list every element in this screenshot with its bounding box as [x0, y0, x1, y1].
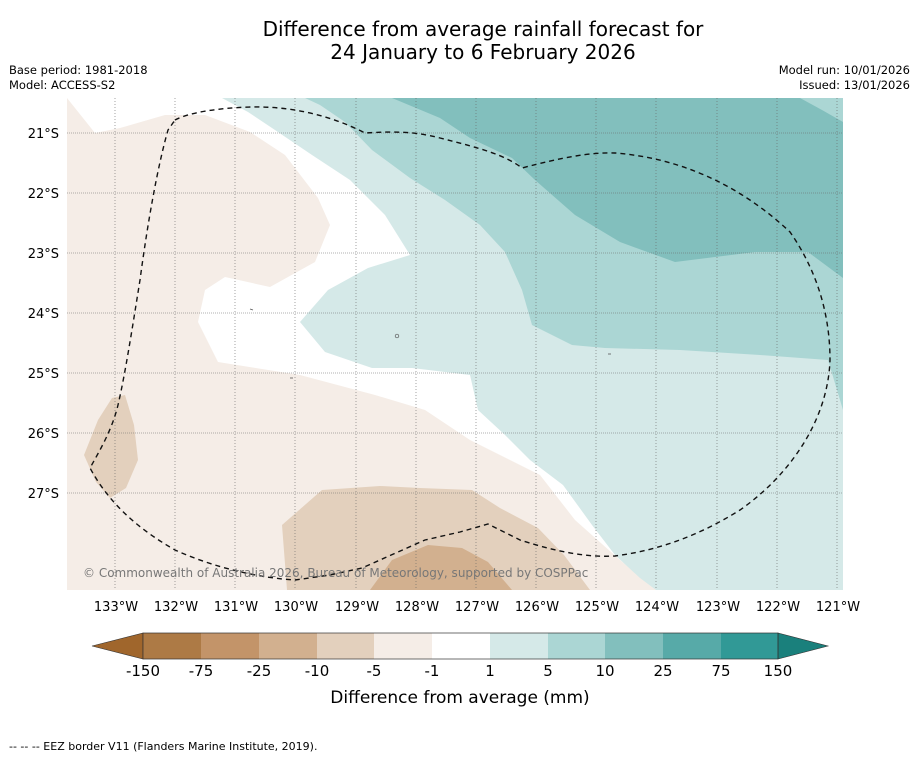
- lat-labels: 21°S 22°S 23°S 24°S 25°S 26°S 27°S: [28, 127, 59, 502]
- legend-label: -10: [305, 662, 330, 680]
- map-title: Difference from average rainfall forecas…: [0, 18, 919, 64]
- base-period: Base period: 1981-2018: [9, 63, 148, 77]
- legend-swatch: [432, 633, 490, 659]
- contour-speck: [249, 308, 254, 311]
- legend-label: -25: [247, 662, 272, 680]
- issued-date: Issued: 13/01/2026: [799, 78, 910, 92]
- band-wet-10-25: [392, 98, 843, 278]
- legend-label: -75: [189, 662, 214, 680]
- lon-label: 129°W: [335, 600, 379, 615]
- lat-label: 24°S: [28, 307, 59, 322]
- lon-gridlines: [114, 98, 838, 590]
- lat-label: 25°S: [28, 367, 59, 382]
- lon-label: 122°W: [756, 600, 800, 615]
- band-dry-10-25: [370, 545, 512, 590]
- rainfall-map: © Commonwealth of Australia 2026, Bureau…: [67, 98, 843, 590]
- legend-label: 25: [653, 662, 672, 680]
- title-line-2: 24 January to 6 February 2026: [330, 40, 636, 64]
- legend-swatch: [605, 633, 663, 659]
- legend-label: 150: [764, 662, 793, 680]
- legend-label: -5: [367, 662, 382, 680]
- lon-label: 123°W: [696, 600, 740, 615]
- eez-footnote: -- -- -- EEZ border V11 (Flanders Marine…: [9, 740, 318, 753]
- lon-label: 132°W: [154, 600, 198, 615]
- lon-label: 128°W: [395, 600, 439, 615]
- legend-colorbar: [91, 632, 830, 660]
- legend-label: 75: [711, 662, 730, 680]
- legend-swatch: [143, 633, 201, 659]
- lon-label: 131°W: [214, 600, 258, 615]
- legend-swatch: [721, 633, 778, 659]
- legend-label: 1: [485, 662, 495, 680]
- copyright-notice: © Commonwealth of Australia 2026, Bureau…: [83, 566, 588, 580]
- legend-label: -150: [126, 662, 160, 680]
- lat-label: 27°S: [28, 487, 59, 502]
- legend-swatch: [663, 633, 721, 659]
- lat-gridlines: [67, 132, 843, 494]
- band-dry-west: [84, 395, 138, 498]
- eez-border: [89, 106, 831, 581]
- lat-label: 23°S: [28, 247, 59, 262]
- lon-label: 127°W: [455, 600, 499, 615]
- model-info: Base period: 1981-2018 Model: ACCESS-S2: [9, 63, 148, 93]
- legend-swatch: [548, 633, 605, 659]
- legend-label: 5: [543, 662, 553, 680]
- band-corner: [800, 98, 843, 122]
- model-name: Model: ACCESS-S2: [9, 78, 116, 92]
- legend-swatch: [201, 633, 259, 659]
- run-info: Model run: 10/01/2026 Issued: 13/01/2026: [779, 63, 910, 93]
- legend-label: -1: [425, 662, 440, 680]
- lat-label: 26°S: [28, 427, 59, 442]
- legend-swatch: [317, 633, 374, 659]
- legend-swatch: [490, 633, 548, 659]
- title-line-1: Difference from average rainfall forecas…: [262, 17, 704, 41]
- legend-labels: -150 -75 -25 -10 -5 -1 1 5 10 25 75 150: [126, 662, 792, 680]
- lon-label: 124°W: [635, 600, 679, 615]
- lon-label: 133°W: [94, 600, 138, 615]
- model-run: Model run: 10/01/2026: [778, 63, 910, 77]
- legend-swatch: [259, 633, 317, 659]
- lon-label: 121°W: [816, 600, 860, 615]
- legend-arrow-low: [91, 632, 144, 660]
- lat-label: 21°S: [28, 127, 59, 142]
- legend-frame: [142, 632, 779, 660]
- lon-label: 126°W: [515, 600, 559, 615]
- legend-swatch: [374, 633, 432, 659]
- lon-label: 125°W: [575, 600, 619, 615]
- lon-labels: 133°W 132°W 131°W 130°W 129°W 128°W 127°…: [94, 600, 860, 615]
- lon-label: 130°W: [274, 600, 318, 615]
- legend-arrow-high: [777, 632, 830, 660]
- lat-label: 22°S: [28, 187, 59, 202]
- contour-speck: [394, 333, 400, 339]
- legend-label: 10: [595, 662, 614, 680]
- legend-title: Difference from average (mm): [330, 688, 589, 708]
